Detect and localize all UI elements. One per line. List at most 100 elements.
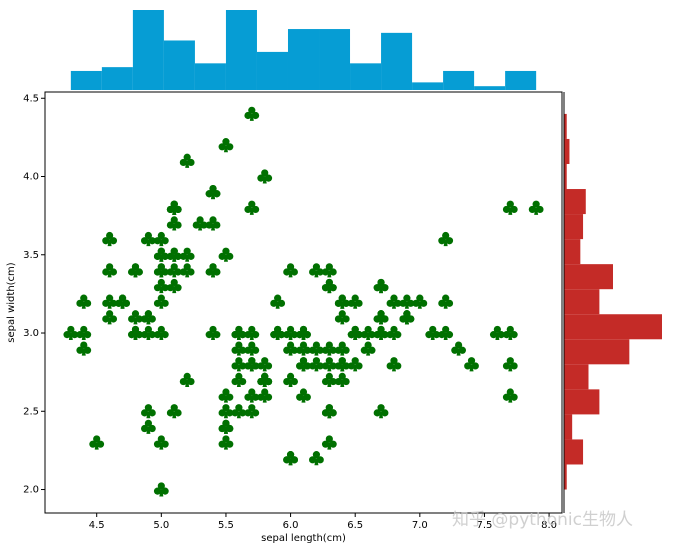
point <box>360 325 376 341</box>
hist-bar <box>256 51 288 90</box>
hist-bar <box>564 264 613 290</box>
point <box>179 263 195 278</box>
hist-bar <box>564 189 586 215</box>
point <box>218 419 234 434</box>
point <box>128 325 143 341</box>
point <box>166 278 182 294</box>
point <box>373 325 389 341</box>
y-tick-label: 2.5 <box>23 406 39 417</box>
point <box>205 216 221 231</box>
hist-bar <box>70 70 102 90</box>
point <box>321 263 337 278</box>
point <box>257 357 273 372</box>
hist-bar <box>564 138 570 164</box>
y-tick-label: 2.0 <box>23 485 39 496</box>
hist-bar <box>564 439 584 465</box>
hist-bar <box>564 239 581 265</box>
point <box>399 294 415 309</box>
point <box>296 357 311 372</box>
point <box>373 310 389 325</box>
point <box>386 357 402 372</box>
hist-bar <box>194 63 226 90</box>
point <box>218 247 234 262</box>
hist-bar <box>287 29 320 90</box>
point <box>141 325 156 341</box>
plot-frame <box>44 91 563 514</box>
hist-bar <box>564 389 600 415</box>
point <box>347 357 363 372</box>
point <box>166 404 182 419</box>
point <box>153 231 169 247</box>
point <box>231 325 247 341</box>
point <box>438 231 454 247</box>
point <box>347 325 363 341</box>
point <box>63 325 79 341</box>
point <box>166 216 182 231</box>
hist-bar <box>564 163 567 190</box>
point <box>321 372 337 387</box>
point <box>334 310 350 325</box>
point <box>321 357 337 372</box>
hist-bar <box>319 29 351 90</box>
x-tick-label: 5.5 <box>218 520 234 531</box>
hist-bar <box>564 414 573 440</box>
point <box>502 357 518 372</box>
point <box>309 357 324 372</box>
hist-bar <box>443 70 475 90</box>
point <box>257 372 273 387</box>
point <box>141 419 156 434</box>
x-tick-label: 7.5 <box>476 520 492 531</box>
point <box>283 263 298 278</box>
x-tick-label: 6.5 <box>347 520 363 531</box>
point <box>373 404 389 419</box>
point <box>309 263 324 278</box>
point <box>231 404 247 419</box>
point <box>309 341 324 356</box>
point <box>334 357 350 372</box>
x-tick-label: 4.5 <box>89 520 105 531</box>
point <box>153 278 169 294</box>
x-tick-label: 6.0 <box>283 520 299 531</box>
point <box>270 325 286 341</box>
point <box>399 310 415 325</box>
point <box>321 341 337 356</box>
point <box>283 372 298 387</box>
point <box>502 200 518 215</box>
point <box>128 263 143 278</box>
point <box>412 294 428 309</box>
point <box>141 310 156 325</box>
point <box>464 357 479 372</box>
hist-bar <box>132 10 164 90</box>
hist-bar <box>412 82 444 90</box>
point <box>153 294 169 309</box>
point <box>489 325 505 341</box>
point <box>244 106 260 121</box>
hist-bar <box>350 63 382 90</box>
point <box>283 325 298 341</box>
y-tick-label: 4.0 <box>23 172 39 183</box>
point <box>205 325 221 341</box>
point <box>438 294 454 309</box>
hist-bar <box>101 67 133 90</box>
point <box>141 231 156 247</box>
point <box>347 294 363 309</box>
point <box>244 325 260 341</box>
point <box>231 357 247 372</box>
y-tick-label: 3.5 <box>23 250 39 261</box>
hist-bar <box>564 289 600 315</box>
point <box>76 325 92 341</box>
point <box>244 200 260 215</box>
point <box>179 247 195 262</box>
hist-bar <box>163 40 195 90</box>
point <box>218 138 234 153</box>
point <box>257 388 273 403</box>
point <box>283 341 298 356</box>
hist-bar <box>225 10 257 90</box>
point <box>334 372 350 387</box>
point <box>296 341 311 356</box>
point <box>115 294 130 309</box>
y-tick-label: 3.0 <box>23 328 39 339</box>
point <box>528 200 544 215</box>
x-axis-label: sepal length(cm) <box>261 533 346 544</box>
